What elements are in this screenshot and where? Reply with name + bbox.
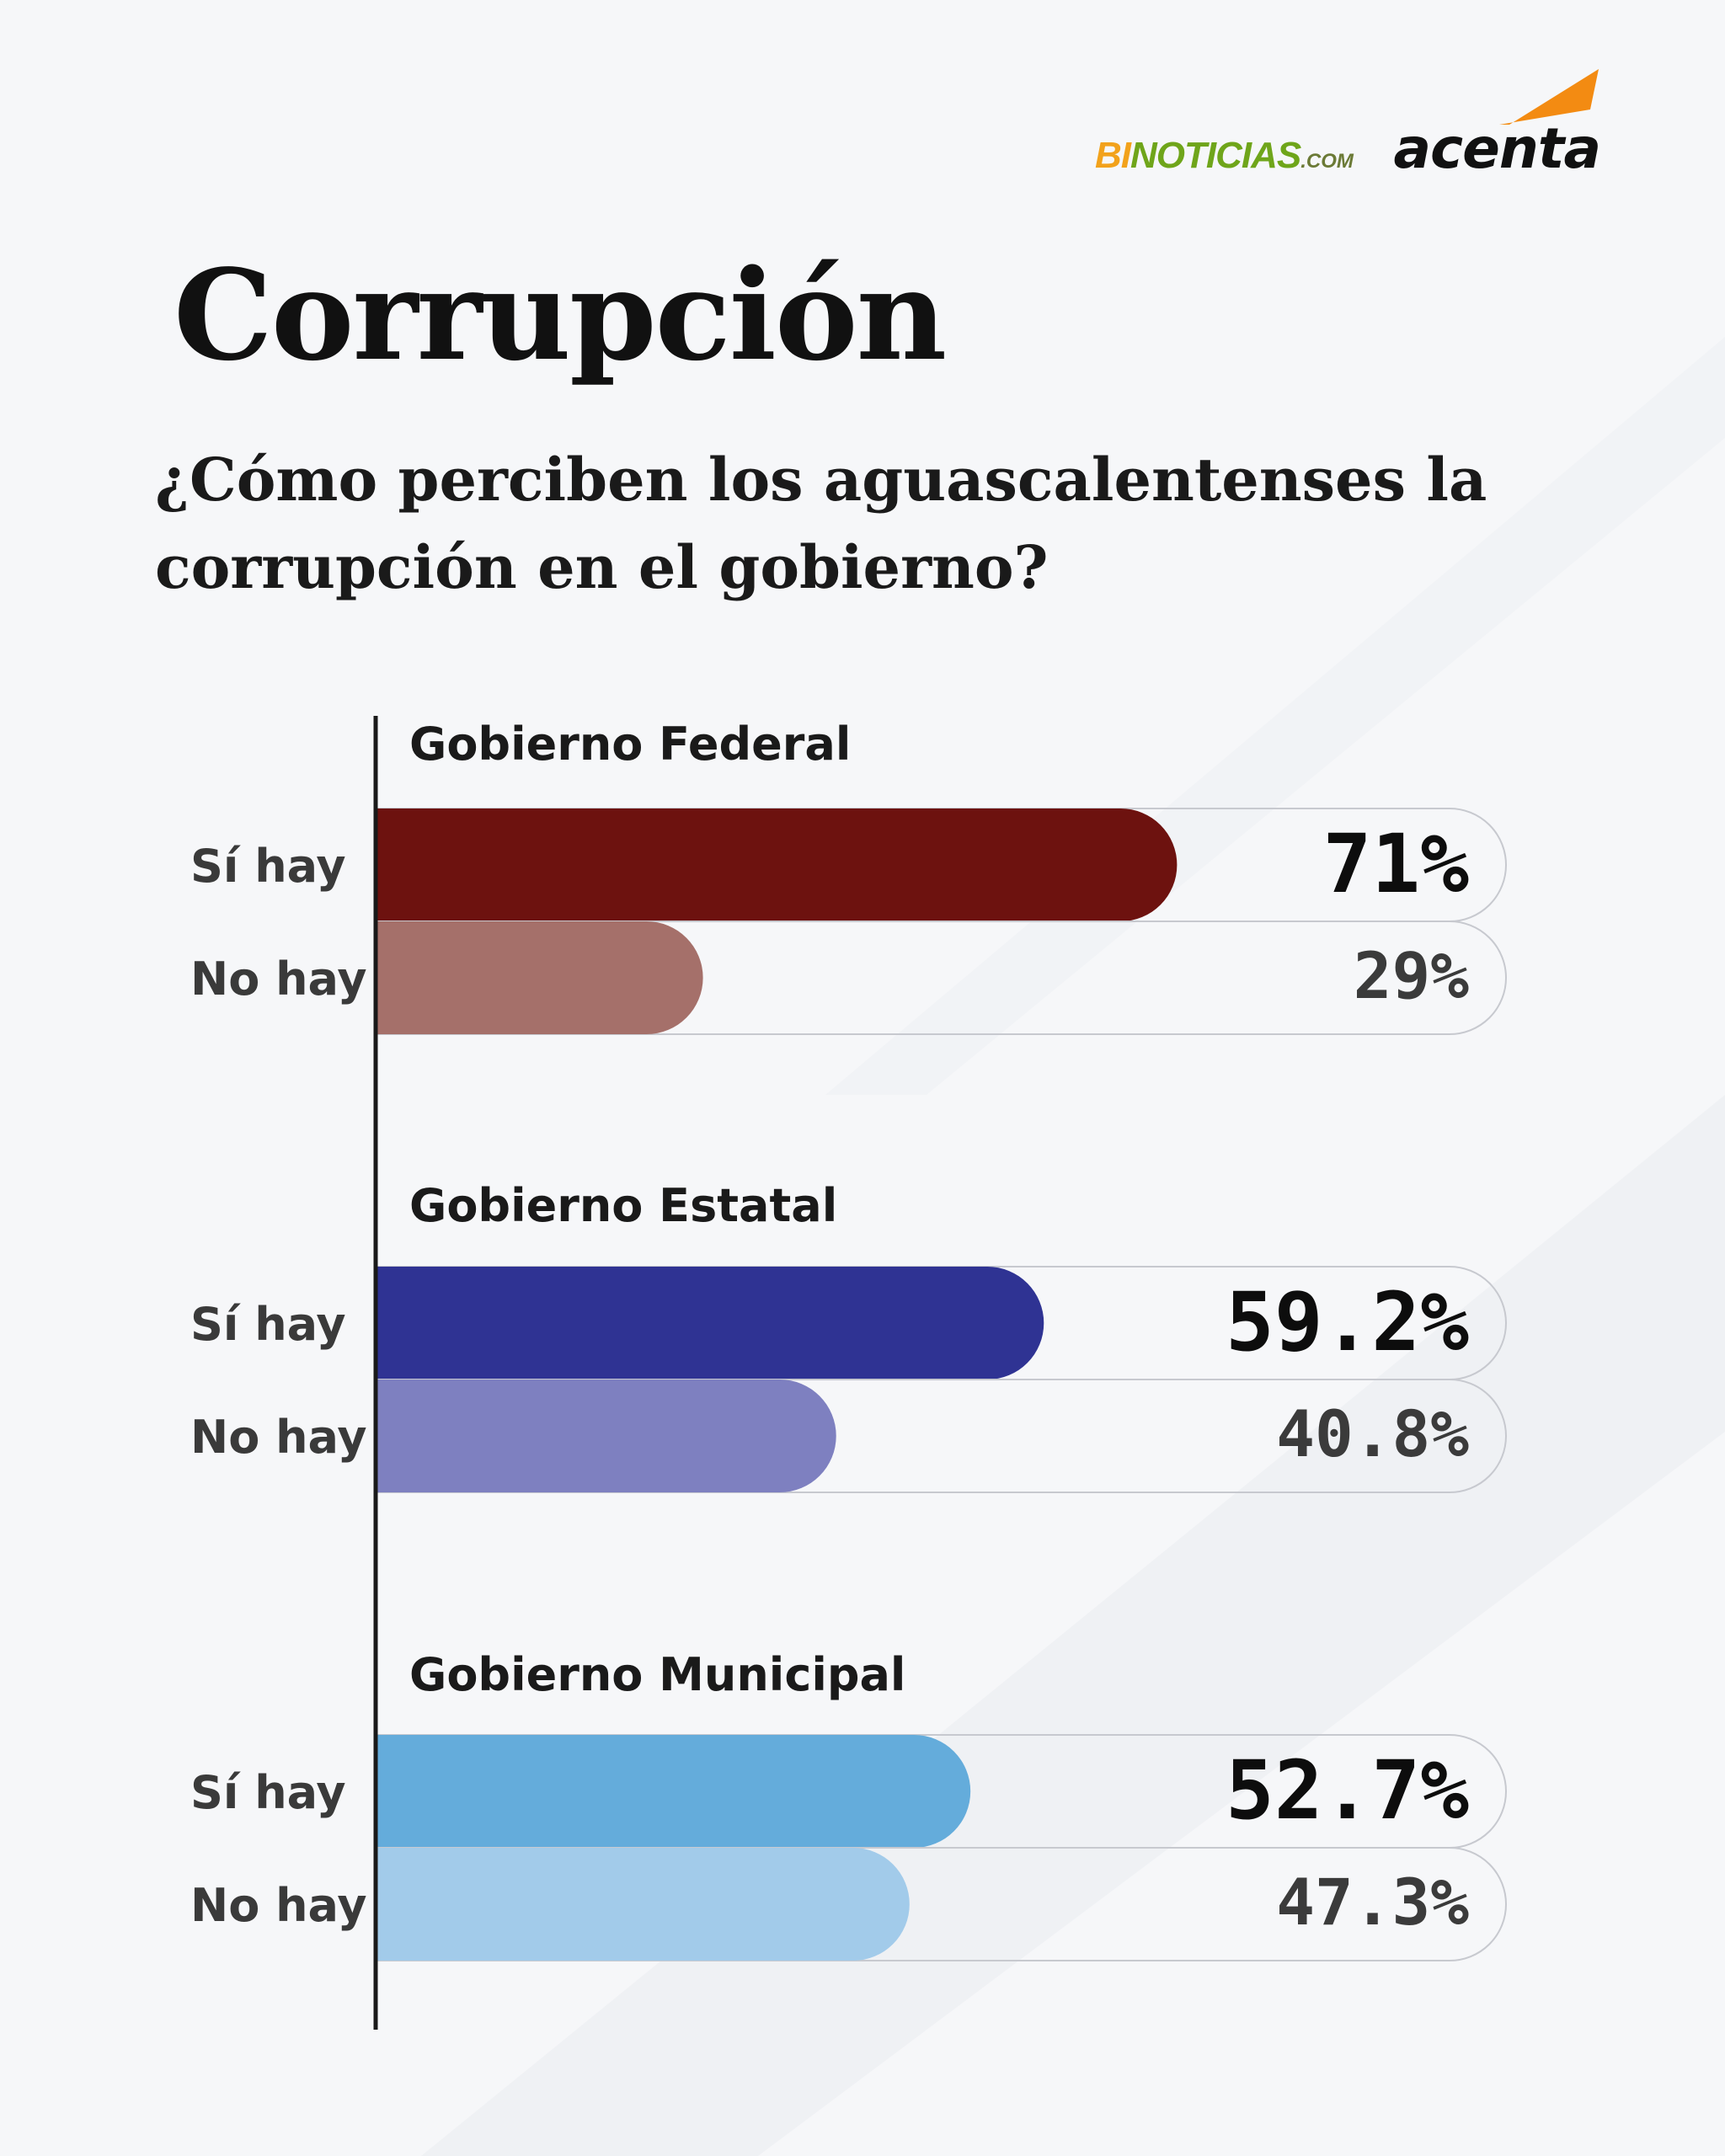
group-label: Gobierno Estatal [409, 1179, 837, 1232]
bar [376, 1735, 971, 1848]
bar-track [375, 808, 1508, 922]
data-label: 52.7% [1226, 1743, 1469, 1838]
bar [376, 1848, 910, 1961]
bar [376, 921, 703, 1034]
row-label: Sí hay [190, 1766, 346, 1819]
data-label: 59.2% [1226, 1275, 1469, 1369]
data-label: 47.3% [1276, 1865, 1469, 1940]
bar-track [375, 1847, 1508, 1961]
bar [376, 1267, 1044, 1380]
row-label: Sí hay [190, 1298, 346, 1351]
chart-subtitle: ¿Cómo perciben los aguascalentenses la c… [155, 445, 1487, 602]
row-label: Sí hay [190, 840, 346, 893]
row-label: No hay [190, 1411, 367, 1464]
group-label: Gobierno Federal [409, 718, 851, 771]
row-label: No hay [190, 953, 367, 1006]
bar-track [375, 1379, 1508, 1493]
data-label: 71% [1323, 817, 1470, 911]
bar [376, 808, 1178, 921]
acenta-logo: acenta [1393, 116, 1601, 181]
row-label: No hay [190, 1879, 367, 1932]
binoticias-logo: BINOTICIAS.COM [1095, 135, 1354, 176]
bar-track [375, 1734, 1508, 1849]
bar-track [375, 1266, 1508, 1380]
acenta-swoosh-icon [1499, 69, 1599, 125]
data-label: 40.8% [1276, 1396, 1469, 1471]
chart-title: Corrupción [174, 242, 947, 388]
data-label: 29% [1354, 938, 1470, 1013]
brand-logos: BINOTICIAS.COM acenta [1095, 67, 1601, 185]
bar-track [375, 921, 1508, 1035]
bar [376, 1380, 836, 1492]
group-label: Gobierno Municipal [409, 1648, 905, 1701]
